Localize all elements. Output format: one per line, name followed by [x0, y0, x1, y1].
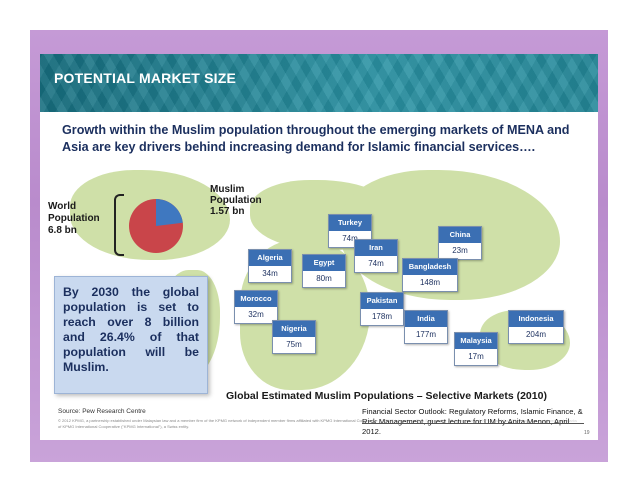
country-value: 75m — [286, 340, 302, 349]
country-box-pakistan: Pakistan 178m — [360, 292, 404, 326]
world-population-label: World Population 6.8 bn — [48, 201, 100, 236]
country-box-india: India 177m — [404, 310, 448, 344]
country-box-algeria: Algeria 34m — [248, 249, 292, 283]
country-box-nigeria: Nigeria 75m — [272, 320, 316, 354]
lecture-note: Financial Sector Outlook: Regulatory Ref… — [362, 407, 584, 437]
country-value: 74m — [368, 259, 384, 268]
country-box-iran: Iran 74m — [354, 239, 398, 273]
country-name: Indonesia — [509, 311, 563, 327]
bracket-shape — [114, 194, 124, 256]
country-name: Pakistan — [361, 293, 403, 309]
country-value: 204m — [525, 330, 546, 339]
country-name: Iran — [355, 240, 397, 256]
map-caption: Global Estimated Muslim Populations – Se… — [226, 390, 547, 402]
country-name: China — [439, 227, 481, 243]
country-name: India — [405, 311, 447, 327]
country-value: 74m — [342, 234, 358, 243]
country-value: 23m — [452, 246, 468, 255]
population-pie-chart — [129, 199, 183, 253]
country-box-egypt: Egypt 80m — [302, 254, 346, 288]
pie-slice-muslim — [156, 199, 183, 226]
note-strikeline — [362, 423, 584, 424]
muslim-population-label: Muslim Population 1.57 bn — [210, 184, 262, 217]
country-value: 34m — [262, 269, 278, 278]
callout-text: By 2030 the global population is set to … — [63, 285, 199, 374]
country-box-morocco: Morocco 32m — [234, 290, 278, 324]
country-name: Nigeria — [273, 321, 315, 337]
country-box-bangladesh: Bangladesh 148m — [402, 258, 458, 292]
country-value: 148m — [419, 278, 440, 287]
callout-box: By 2030 the global population is set to … — [54, 276, 208, 394]
country-name: Bangladesh — [403, 259, 457, 275]
footer-disclaimer: © 2012 KPMG, a partnership established u… — [58, 418, 577, 429]
country-name: Egypt — [303, 255, 345, 271]
country-name: Morocco — [235, 291, 277, 307]
country-value: 80m — [316, 274, 332, 283]
country-value: 178m — [371, 312, 392, 321]
country-name: Malaysia — [455, 333, 497, 349]
country-value: 177m — [415, 330, 436, 339]
country-name: Turkey — [329, 215, 371, 231]
slide-title: POTENTIAL MARKET SIZE — [54, 70, 237, 86]
slide-subtitle: Growth within the Muslim population thro… — [62, 123, 570, 154]
country-value: 17m — [468, 352, 484, 361]
header-band: POTENTIAL MARKET SIZE — [40, 54, 598, 112]
page-number: 19 — [584, 430, 590, 436]
country-value: 32m — [248, 310, 264, 319]
country-box-indonesia: Indonesia 204m — [508, 310, 564, 344]
country-name: Algeria — [249, 250, 291, 266]
slide: POTENTIAL MARKET SIZE Growth within the … — [40, 54, 598, 440]
country-box-malaysia: Malaysia 17m — [454, 332, 498, 366]
country-box-china: China 23m — [438, 226, 482, 260]
source-text: Source: Pew Research Centre — [58, 408, 146, 415]
